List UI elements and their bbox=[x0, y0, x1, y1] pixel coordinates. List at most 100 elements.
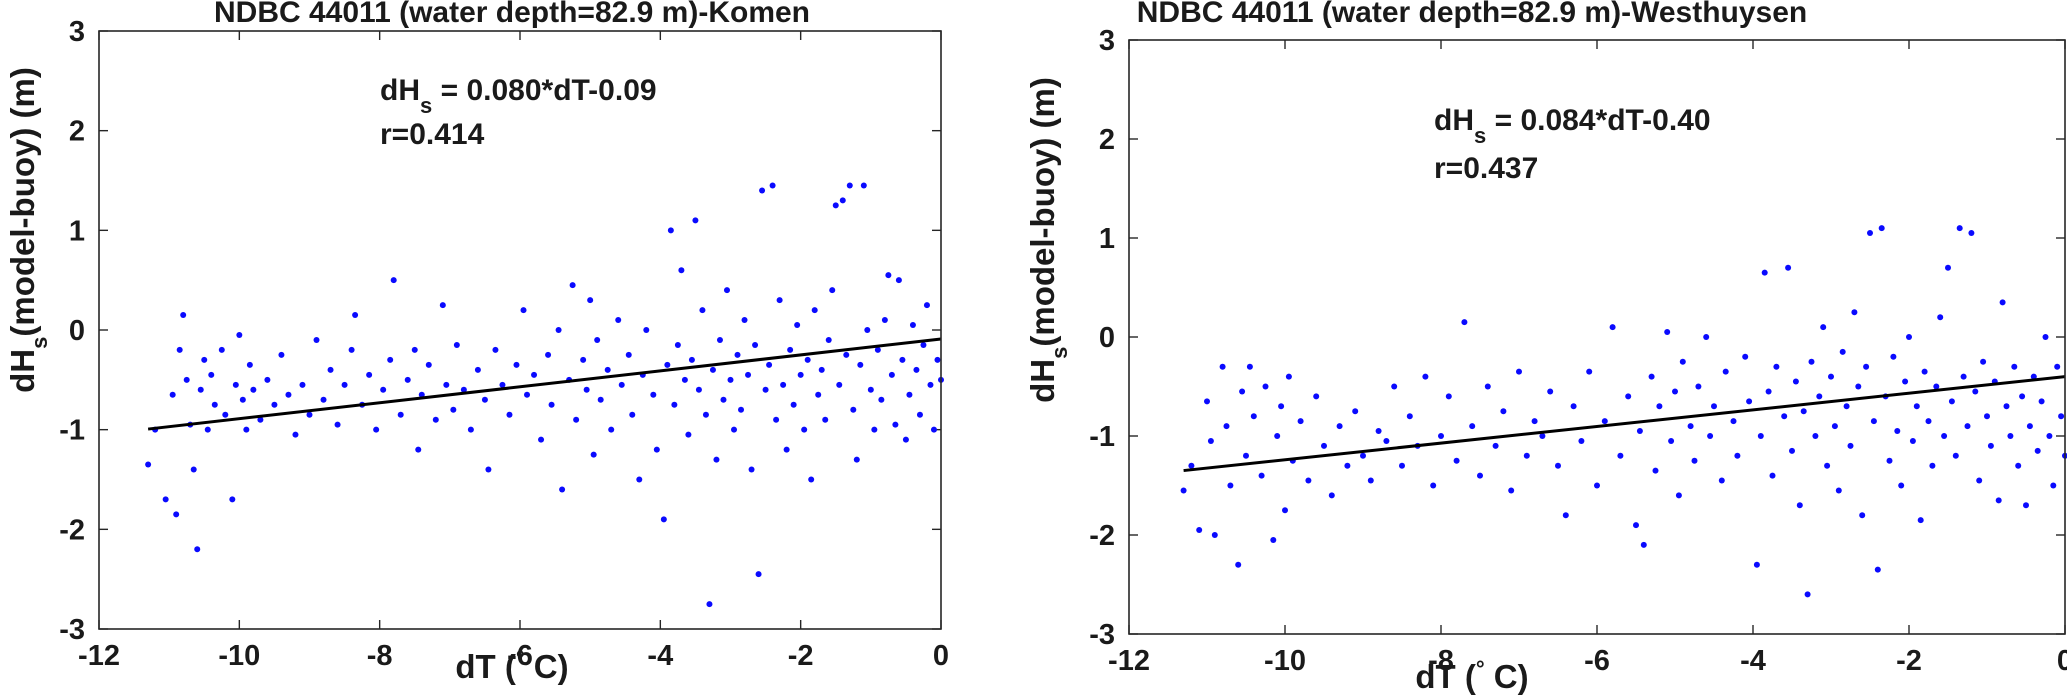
data-point bbox=[1492, 442, 1499, 449]
data-point bbox=[1625, 393, 1632, 400]
data-point bbox=[1816, 393, 1823, 400]
x-axis-label: dT (° C) bbox=[455, 646, 568, 686]
data-point bbox=[1668, 437, 1675, 444]
data-point bbox=[548, 401, 555, 408]
data-point bbox=[1180, 487, 1187, 494]
data-point bbox=[895, 277, 902, 284]
data-point bbox=[538, 436, 545, 443]
data-point bbox=[1707, 433, 1714, 439]
data-point bbox=[618, 381, 625, 388]
data-point bbox=[271, 401, 278, 408]
data-point bbox=[1831, 423, 1838, 430]
data-point bbox=[243, 426, 250, 433]
data-point bbox=[604, 366, 611, 373]
data-point bbox=[197, 386, 204, 393]
data-point bbox=[923, 302, 930, 309]
data-point bbox=[1547, 388, 1554, 395]
data-point bbox=[1909, 437, 1916, 444]
data-point bbox=[236, 331, 243, 338]
data-point bbox=[713, 456, 720, 463]
data-point bbox=[418, 391, 425, 398]
data-point bbox=[439, 302, 446, 309]
data-point bbox=[190, 466, 197, 473]
x-axis-label: dT (° C) bbox=[1415, 656, 1528, 696]
annotation-equation: dHs = 0.084*dT-0.40 bbox=[1434, 104, 1711, 148]
data-point bbox=[636, 476, 643, 483]
data-point bbox=[481, 396, 488, 403]
data-point bbox=[1695, 383, 1702, 390]
data-point bbox=[1761, 269, 1768, 276]
data-point bbox=[1617, 452, 1624, 459]
data-point bbox=[801, 426, 808, 433]
data-point bbox=[1656, 403, 1663, 410]
data-point bbox=[1906, 334, 1912, 340]
data-point bbox=[246, 361, 253, 368]
data-point bbox=[878, 396, 885, 403]
data-point bbox=[759, 187, 766, 194]
data-point bbox=[1375, 428, 1382, 435]
data-point bbox=[583, 386, 590, 393]
data-point bbox=[415, 446, 422, 453]
data-point bbox=[1219, 363, 1226, 370]
data-point bbox=[1769, 472, 1776, 479]
data-point bbox=[1718, 477, 1725, 484]
data-point bbox=[1239, 388, 1246, 395]
data-point bbox=[229, 496, 236, 503]
data-point bbox=[2042, 334, 2049, 340]
x-label-degree: ° bbox=[1476, 656, 1485, 681]
data-point bbox=[1976, 477, 1983, 484]
data-point bbox=[629, 411, 636, 418]
y-tick-label: 2 bbox=[1099, 124, 1115, 156]
data-point bbox=[2038, 398, 2045, 405]
data-point bbox=[930, 426, 937, 433]
data-point bbox=[306, 411, 313, 418]
data-point bbox=[1297, 418, 1304, 425]
x-tick-label: -10 bbox=[218, 640, 260, 672]
data-point bbox=[773, 416, 780, 423]
y-tick-label: 3 bbox=[1099, 25, 1115, 57]
y-tick-label: -1 bbox=[59, 415, 85, 447]
data-point bbox=[2007, 433, 2014, 439]
data-point bbox=[1808, 358, 1815, 365]
data-point bbox=[1878, 225, 1885, 232]
chart-panel-westhuysen: NDBC 44011 (water depth=82.9 m)-Westhuys… bbox=[1024, 0, 2067, 695]
data-point bbox=[731, 426, 738, 433]
data-point bbox=[1812, 433, 1819, 439]
data-point bbox=[373, 426, 380, 433]
data-point bbox=[769, 182, 776, 189]
data-point bbox=[688, 356, 695, 363]
data-point bbox=[643, 327, 650, 333]
annotation-r: r=0.437 bbox=[1434, 152, 1538, 185]
data-point bbox=[1196, 527, 1203, 534]
x-tick-label: 0 bbox=[933, 640, 949, 672]
data-point bbox=[348, 346, 355, 353]
y-label-main: dH bbox=[1024, 359, 1061, 403]
data-point bbox=[1531, 418, 1538, 425]
data-point bbox=[404, 376, 411, 383]
data-point bbox=[1765, 388, 1772, 395]
data-point bbox=[1640, 541, 1647, 548]
x-label-suffix: C) bbox=[1485, 658, 1529, 695]
data-point bbox=[201, 356, 208, 363]
data-point bbox=[1562, 512, 1569, 519]
data-point bbox=[1952, 452, 1959, 459]
data-point bbox=[352, 312, 359, 319]
data-point bbox=[808, 476, 815, 483]
data-point bbox=[1999, 299, 2006, 306]
data-point bbox=[1204, 398, 1210, 405]
data-point bbox=[397, 411, 404, 418]
data-point bbox=[674, 341, 681, 348]
data-point bbox=[1968, 230, 1975, 237]
data-point bbox=[2050, 482, 2057, 489]
data-point bbox=[327, 366, 334, 373]
data-point bbox=[1367, 477, 1374, 484]
data-point bbox=[390, 277, 397, 284]
x-tick-label: 0 bbox=[2057, 645, 2067, 677]
fit-line bbox=[1183, 375, 2066, 473]
data-point bbox=[815, 391, 822, 398]
data-point bbox=[573, 416, 580, 423]
data-point bbox=[2030, 373, 2037, 380]
data-point bbox=[790, 401, 797, 408]
y-label-sub: s bbox=[27, 337, 52, 349]
